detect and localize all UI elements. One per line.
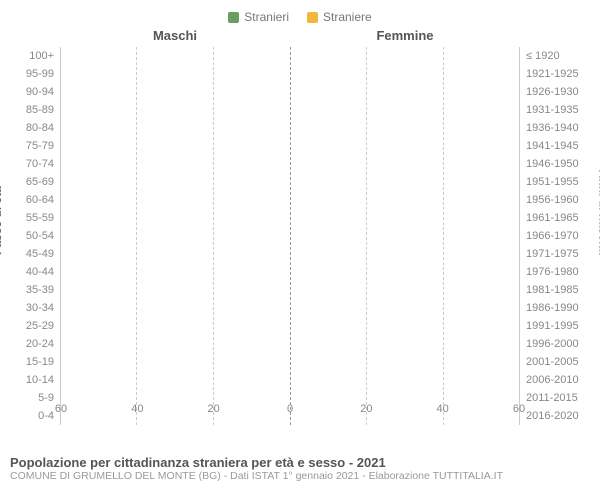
birth-label: 1951-1955 <box>520 173 590 191</box>
birth-label: 2006-2010 <box>520 371 590 389</box>
legend-label-female: Straniere <box>323 10 372 24</box>
age-label: 35-39 <box>10 281 60 299</box>
birth-label: 1971-1975 <box>520 245 590 263</box>
legend-label-male: Stranieri <box>244 10 289 24</box>
legend-item-male: Stranieri <box>228 10 289 24</box>
y-axis-title-left: Fasce di età <box>0 186 4 255</box>
chart-title: Popolazione per cittadinanza straniera p… <box>10 455 590 470</box>
birth-label: 2001-2005 <box>520 353 590 371</box>
birth-label: 1936-1940 <box>520 119 590 137</box>
birth-label: ≤ 1920 <box>520 47 590 65</box>
birth-label: 1941-1945 <box>520 137 590 155</box>
y-axis-birth: ≤ 19201921-19251926-19301931-19351936-19… <box>520 47 590 425</box>
legend-item-female: Straniere <box>307 10 372 24</box>
age-label: 5-9 <box>10 389 60 407</box>
footer: Popolazione per cittadinanza straniera p… <box>10 455 590 482</box>
age-label: 0-4 <box>10 407 60 425</box>
age-label: 75-79 <box>10 137 60 155</box>
birth-label: 1966-1970 <box>520 227 590 245</box>
birth-label: 1976-1980 <box>520 263 590 281</box>
birth-label: 1946-1950 <box>520 155 590 173</box>
age-label: 15-19 <box>10 353 60 371</box>
age-label: 40-44 <box>10 263 60 281</box>
age-label: 60-64 <box>10 191 60 209</box>
age-label: 30-34 <box>10 299 60 317</box>
birth-label: 1981-1985 <box>520 281 590 299</box>
age-label: 65-69 <box>10 173 60 191</box>
age-label: 95-99 <box>10 65 60 83</box>
age-label: 45-49 <box>10 245 60 263</box>
birth-label: 1921-1925 <box>520 65 590 83</box>
age-label: 90-94 <box>10 83 60 101</box>
header-male: Maschi <box>60 28 290 43</box>
header-female: Femmine <box>290 28 520 43</box>
population-pyramid: Fasce di età 100+95-9990-9485-8980-8475-… <box>10 43 590 453</box>
birth-label: 1961-1965 <box>520 209 590 227</box>
y-axis-age: 100+95-9990-9485-8980-8475-7970-7465-696… <box>10 47 60 425</box>
y-axis-title-right: Anni di nascita <box>596 170 600 255</box>
birth-label: 1926-1930 <box>520 83 590 101</box>
age-label: 80-84 <box>10 119 60 137</box>
plot-area: 6040200 204060 <box>60 47 520 425</box>
age-label: 70-74 <box>10 155 60 173</box>
swatch-male <box>228 12 239 23</box>
center-line <box>290 47 291 425</box>
swatch-female <box>307 12 318 23</box>
age-label: 85-89 <box>10 101 60 119</box>
age-label: 55-59 <box>10 209 60 227</box>
birth-label: 2016-2020 <box>520 407 590 425</box>
age-label: 10-14 <box>10 371 60 389</box>
legend: Stranieri Straniere <box>10 10 590 24</box>
column-headers: Maschi Femmine <box>10 28 590 43</box>
chart-subtitle: COMUNE DI GRUMELLO DEL MONTE (BG) - Dati… <box>10 470 590 482</box>
birth-label: 1996-2000 <box>520 335 590 353</box>
age-label: 50-54 <box>10 227 60 245</box>
age-label: 25-29 <box>10 317 60 335</box>
birth-label: 1986-1990 <box>520 299 590 317</box>
birth-label: 2011-2015 <box>520 389 590 407</box>
age-label: 20-24 <box>10 335 60 353</box>
birth-label: 1956-1960 <box>520 191 590 209</box>
birth-label: 1991-1995 <box>520 317 590 335</box>
birth-label: 1931-1935 <box>520 101 590 119</box>
age-label: 100+ <box>10 47 60 65</box>
